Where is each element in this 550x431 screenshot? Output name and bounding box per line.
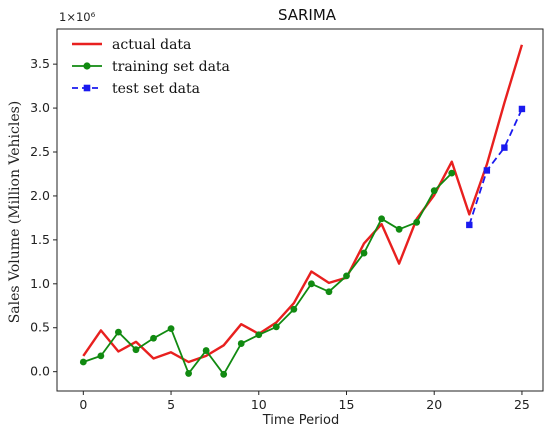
y-tick-label: 3.0 bbox=[30, 100, 50, 115]
legend-entry-label: test set data bbox=[112, 81, 200, 97]
data-point bbox=[115, 328, 122, 336]
legend: actual data training set data test set dat… bbox=[72, 37, 230, 97]
data-point bbox=[518, 105, 526, 113]
y-tick-label: 1.0 bbox=[30, 276, 50, 291]
y-tick-label: 3.5 bbox=[30, 56, 50, 71]
data-point bbox=[290, 305, 298, 313]
y-axis-label: Sales Volume (Million Vehicles) bbox=[7, 101, 23, 324]
data-point bbox=[255, 331, 263, 339]
data-point bbox=[501, 144, 508, 151]
legend-entry-label: training set data bbox=[112, 59, 230, 75]
series-layer bbox=[79, 44, 526, 378]
data-point bbox=[79, 358, 87, 366]
data-point bbox=[220, 370, 228, 378]
plot-area bbox=[56, 28, 544, 392]
plot-frame bbox=[56, 28, 544, 392]
data-point bbox=[448, 169, 456, 177]
y-tick-label: 0.0 bbox=[30, 364, 50, 379]
data-point bbox=[483, 167, 491, 174]
ticks-layer: 0 5 10 15 20 25 0.0 0.5 1.0 1.5 2.0 2.5 3.0 3.5 bbox=[30, 56, 530, 412]
data-point bbox=[466, 221, 473, 229]
y-tick-label: 2.0 bbox=[30, 188, 50, 203]
x-axis-label: Time Period bbox=[262, 413, 339, 428]
y-tick-label: 1.5 bbox=[30, 232, 50, 247]
data-point bbox=[97, 352, 105, 360]
y-multiplier: 1×10⁶ bbox=[59, 10, 96, 24]
legend-marker bbox=[83, 84, 91, 92]
legend-entry-label: actual data bbox=[112, 37, 191, 53]
series-line-test-set-data bbox=[468, 108, 523, 226]
y-tick-label: 2.5 bbox=[30, 144, 50, 159]
data-point bbox=[272, 323, 280, 331]
data-point bbox=[150, 334, 157, 342]
x-tick-label: 20 bbox=[426, 397, 442, 412]
chart-title: SARIMA bbox=[278, 6, 337, 24]
data-point bbox=[395, 225, 403, 233]
x-tick-label: 5 bbox=[167, 397, 175, 412]
data-point bbox=[185, 370, 192, 377]
data-point bbox=[237, 340, 245, 347]
x-tick-label: 0 bbox=[79, 397, 87, 412]
data-point bbox=[308, 280, 315, 288]
x-tick-label: 10 bbox=[251, 397, 267, 412]
x-tick-label: 25 bbox=[514, 397, 530, 412]
legend-marker bbox=[83, 62, 91, 70]
data-point bbox=[167, 325, 175, 333]
y-tick-label: 0.5 bbox=[30, 320, 50, 335]
series-line-actual-data bbox=[82, 44, 524, 364]
data-point bbox=[360, 249, 368, 257]
data-point bbox=[325, 288, 333, 296]
data-point bbox=[132, 346, 140, 354]
data-point bbox=[430, 187, 438, 195]
x-tick-label: 15 bbox=[339, 397, 355, 412]
data-point bbox=[378, 215, 385, 223]
data-point bbox=[202, 347, 210, 354]
data-point bbox=[413, 218, 421, 226]
series-line-training-set-data bbox=[83, 172, 453, 376]
data-point bbox=[343, 272, 350, 280]
